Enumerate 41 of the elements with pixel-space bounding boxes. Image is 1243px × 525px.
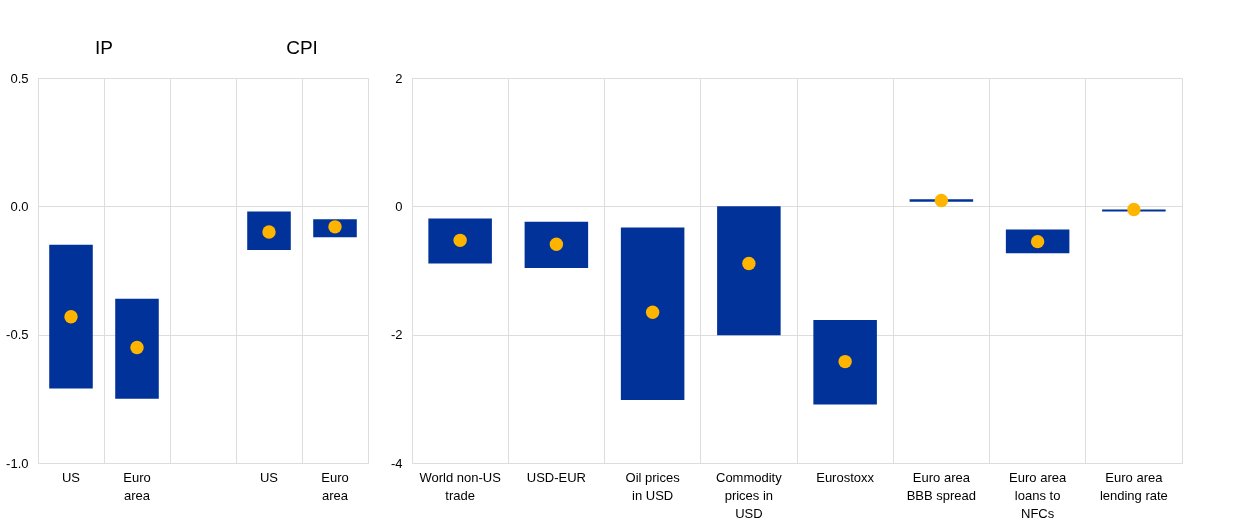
y-tick-label: -1.0 [6,455,29,471]
x-tick-label: Eurostoxx [816,469,875,485]
x-tick-label: Euro area lending rate [1099,469,1168,503]
bar [428,218,492,264]
point [1030,234,1045,249]
text: IP [95,37,113,58]
point [453,233,467,248]
bar [1005,229,1070,254]
x-tick-label: Commodity prices in USD [716,469,783,521]
x-tick-label: US [259,469,279,485]
bar [813,319,877,405]
y-tick-label: 2 [395,70,403,86]
bar [620,227,685,401]
point [838,354,852,369]
x-tick-label: Euro area [123,469,151,503]
point [64,310,78,324]
y-tick-label: -0.5 [6,327,29,343]
x-tick-label: Euro area BBB spread [906,469,977,503]
y-tick-label: 0 [395,198,403,214]
x-tick-label: US [61,469,81,485]
point [742,256,756,271]
bar [717,206,781,336]
point [645,305,660,319]
bar [115,298,159,399]
text: CPI [286,37,318,58]
bar [247,211,291,250]
point [130,340,144,355]
y-tick-label: -2 [390,327,403,343]
point [934,193,949,208]
point [1127,202,1141,217]
x-tick-label: Oil prices in USD [625,469,681,503]
x-tick-label: Euro area [321,469,349,503]
x-tick-label: USD-EUR [526,469,586,485]
bar [524,221,589,268]
bar [49,244,93,389]
point [549,237,564,251]
x-tick-label: World non-US trade [419,469,502,503]
x-tick-label: Euro area loans to NFCs [1009,469,1067,521]
y-tick-label: -4 [390,455,403,471]
y-tick-label: 0.0 [10,198,29,214]
y-tick-label: 0.5 [10,70,29,86]
